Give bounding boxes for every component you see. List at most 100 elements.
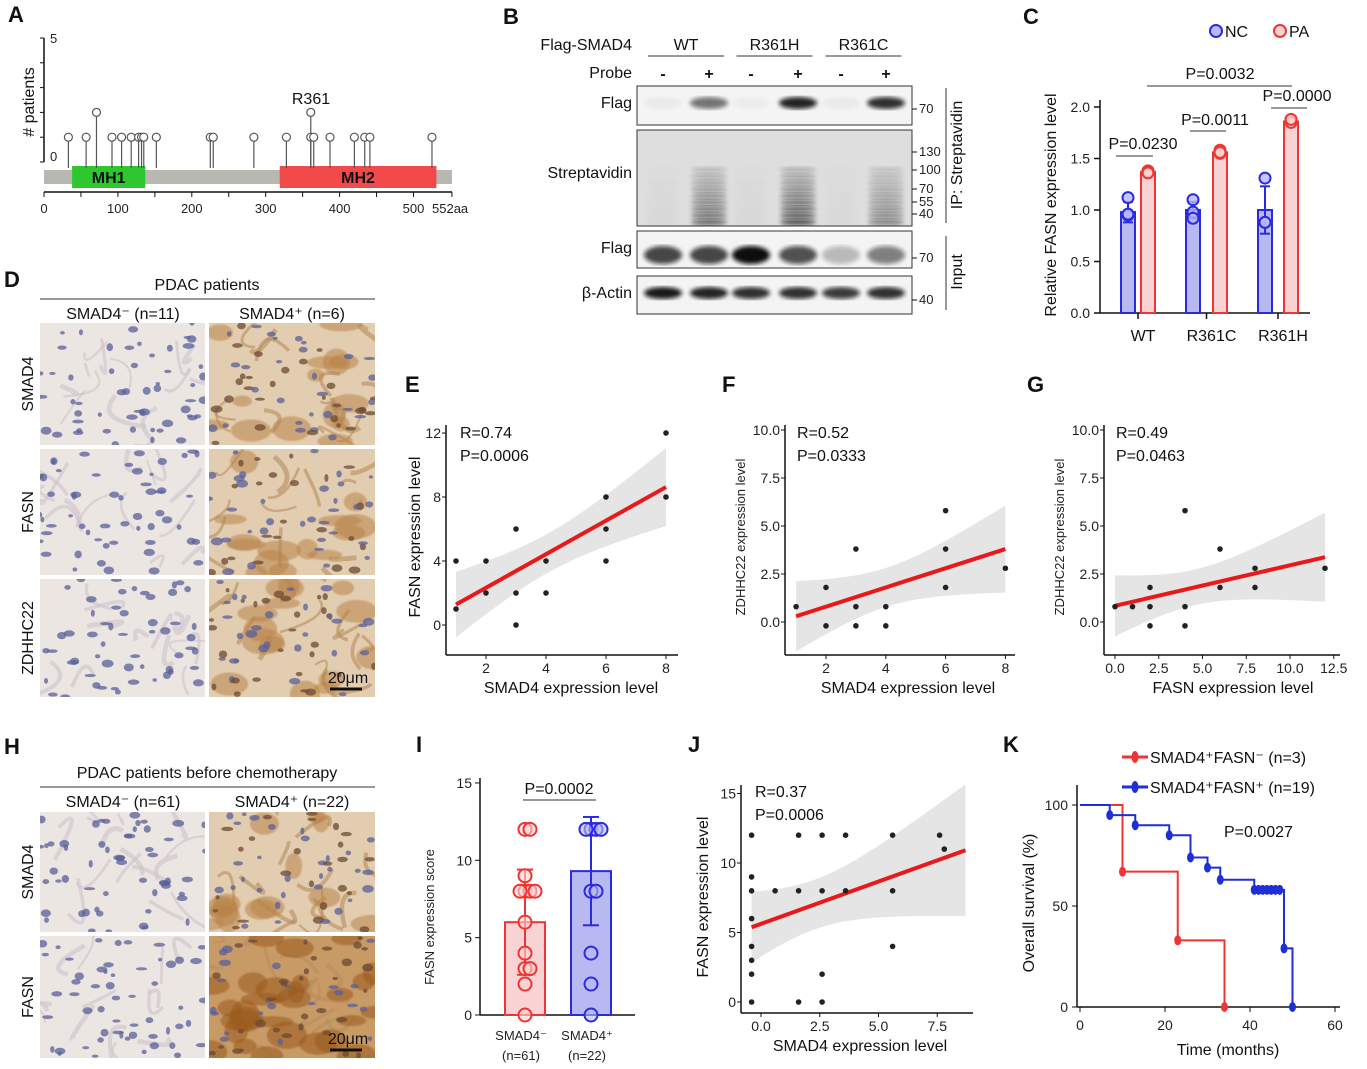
- blot-band: [644, 97, 682, 109]
- x-tick-label: 400: [329, 201, 351, 216]
- blot-band: [822, 246, 860, 264]
- blot-band: [779, 97, 817, 109]
- stroma-fiber: [132, 628, 150, 642]
- nucleus: [112, 1030, 124, 1035]
- blot-band: [691, 173, 727, 180]
- stroma-fiber: [111, 1041, 120, 1058]
- p-value: P=0.0230: [1109, 136, 1178, 153]
- nucleus: [70, 491, 82, 498]
- stroma-fiber: [170, 812, 189, 840]
- data-point: [583, 945, 599, 961]
- y-tick-label: 12: [425, 425, 441, 441]
- stroma-fiber: [180, 545, 205, 566]
- nucleus: [140, 482, 152, 487]
- nucleus: [201, 821, 205, 829]
- nucleus: [181, 876, 193, 883]
- nucleus: [129, 426, 137, 433]
- nucleus: [90, 609, 95, 617]
- nucleus: [124, 345, 135, 350]
- nucleus: [319, 485, 329, 492]
- nucleus: [309, 651, 315, 658]
- nucleus: [141, 925, 149, 930]
- blot-band: [645, 193, 681, 199]
- x-tick-label: 2: [482, 660, 490, 676]
- nucleus: [362, 617, 375, 626]
- nucleus: [281, 1033, 293, 1039]
- confidence-band: [751, 784, 966, 963]
- nucleus: [44, 678, 49, 684]
- stroma-fiber: [339, 890, 357, 929]
- blot-band: [780, 219, 816, 225]
- nucleus: [139, 590, 150, 596]
- nucleus: [368, 475, 374, 479]
- nucleus: [313, 547, 325, 552]
- nucleus: [267, 1003, 277, 1010]
- nucleus: [148, 1034, 158, 1039]
- nucleus: [71, 979, 81, 985]
- nucleus: [233, 474, 245, 482]
- data-point: [1121, 191, 1135, 205]
- nucleus: [307, 1001, 316, 1006]
- legend-label: NC: [1225, 24, 1248, 41]
- y-tick-label: 2.0: [1071, 99, 1091, 115]
- mw-marker: 40: [919, 292, 933, 307]
- nucleus: [143, 825, 151, 833]
- nucleus: [112, 1019, 121, 1023]
- ihc-image: [40, 579, 205, 697]
- nucleus: [309, 412, 314, 417]
- data-point: [748, 915, 755, 922]
- data-point: [883, 623, 889, 629]
- nucleus: [248, 939, 258, 943]
- nucleus: [310, 955, 317, 961]
- nucleus: [279, 519, 288, 524]
- panel-h-ihc-images: PDAC patients before chemotherapy SMAD4⁻ …: [20, 765, 375, 1058]
- data-point: [883, 603, 889, 610]
- stained-cytoplasm: [308, 887, 341, 908]
- blot-band: [823, 180, 859, 186]
- scale-bar-label: 20μm: [328, 1031, 368, 1048]
- stroma-fiber: [209, 499, 231, 523]
- nucleus: [266, 331, 276, 337]
- x-tick-label: 2.5: [810, 1018, 830, 1034]
- y-axis-label: # patients: [21, 67, 38, 136]
- p-value: P=0.0463: [1116, 448, 1185, 465]
- nucleus: [108, 368, 115, 375]
- stained-cytoplasm: [213, 514, 247, 525]
- nucleus: [175, 437, 187, 444]
- nucleus: [209, 496, 214, 501]
- stroma-fiber: [240, 323, 257, 349]
- nucleus: [240, 876, 245, 883]
- blot-band: [733, 206, 769, 212]
- nucleus: [218, 948, 228, 956]
- tissue-texture: [40, 449, 205, 575]
- nucleus: [60, 694, 71, 697]
- nucleus: [110, 579, 122, 582]
- nucleus: [199, 372, 205, 381]
- nucleus: [44, 843, 49, 849]
- nucleus: [74, 410, 83, 417]
- data-point: [1002, 565, 1009, 572]
- nucleus: [328, 508, 340, 513]
- nucleus: [237, 323, 246, 330]
- nucleus: [252, 677, 261, 682]
- row-label: FASN: [20, 976, 37, 1018]
- nucleus: [358, 541, 368, 546]
- nucleus: [319, 918, 331, 924]
- data-point: [483, 558, 489, 564]
- nucleus: [150, 427, 156, 433]
- nucleus: [232, 343, 243, 348]
- nucleus: [219, 1036, 229, 1042]
- nucleus: [243, 386, 254, 391]
- stained-cytoplasm: [232, 395, 252, 407]
- stroma-fiber: [107, 1024, 127, 1058]
- y-axis-label: ZDHHC22 expression level: [1052, 458, 1067, 615]
- censor-mark: [1280, 943, 1288, 954]
- panel-label-f: F: [722, 372, 735, 397]
- nucleus: [233, 821, 242, 826]
- blot-band: [691, 212, 727, 219]
- nucleus: [55, 468, 62, 473]
- nucleus: [214, 886, 224, 894]
- legend-label: SMAD4⁺FASN⁻ (n=3): [1150, 750, 1306, 767]
- data-point: [819, 832, 825, 838]
- nucleus: [209, 618, 215, 622]
